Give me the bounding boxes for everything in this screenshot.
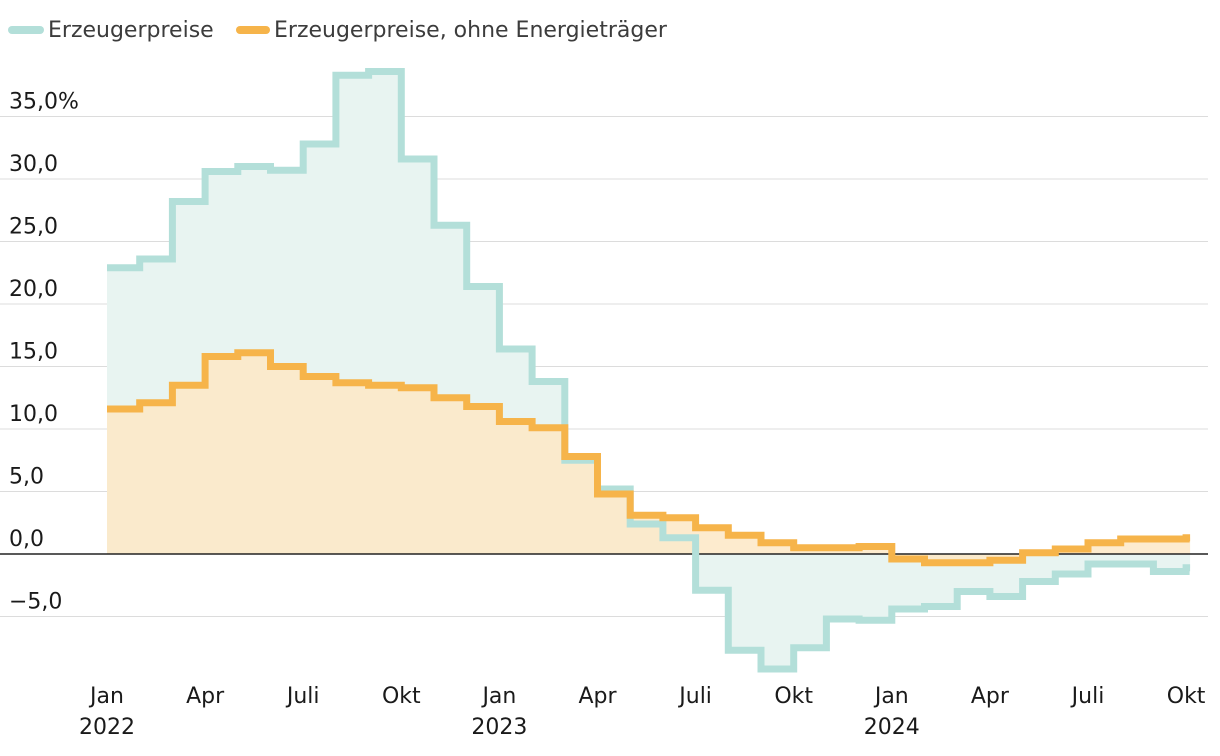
x-tick-label: Apr: [186, 684, 225, 709]
line-ohne-energietraeger: [107, 349, 1191, 567]
x-tick-label: Apr: [578, 684, 617, 709]
line-erzeugerpreise: [107, 68, 1191, 673]
y-tick-label: 20,0: [9, 277, 58, 302]
x-tick-label: Okt: [1167, 684, 1206, 709]
x-tick-label: Juli: [1070, 684, 1105, 709]
x-tick-label: Apr: [971, 684, 1010, 709]
x-tick-label: Jan: [480, 684, 516, 709]
y-tick-label: 30,0: [9, 152, 58, 177]
x-tick-label: Jan: [873, 684, 909, 709]
x-axis-labels: Jan 2022 Apr Juli Okt Jan 2023 Apr Juli Okt Jan 202…: [79, 684, 1206, 740]
series-areas: [107, 71, 1191, 669]
x-tick-year: 2024: [864, 715, 920, 740]
y-tick-label: 15,0: [9, 340, 58, 365]
x-tick-year: 2022: [79, 715, 135, 740]
y-tick-label: 5,0: [9, 465, 44, 490]
y-tick-label: −5,0: [9, 590, 62, 615]
y-tick-label: 0,0: [9, 527, 44, 552]
x-tick-label: Okt: [774, 684, 813, 709]
y-tick-label: 10,0: [9, 402, 58, 427]
x-tick-year: 2023: [471, 715, 527, 740]
area-ohne-energietraeger: [107, 352, 1191, 563]
series-lines: [107, 68, 1191, 673]
legend-label-ohne-energietraeger: Erzeugerpreise, ohne Energieträger: [274, 18, 668, 43]
x-tick-label: Okt: [382, 684, 421, 709]
legend: Erzeugerpreise Erzeugerpreise, ohne Ener…: [8, 18, 668, 43]
x-tick-label: Juli: [677, 684, 712, 709]
x-tick-label: Juli: [285, 684, 320, 709]
legend-item-ohne-energietraeger: Erzeugerpreise, ohne Energieträger: [236, 18, 668, 43]
legend-label-erzeugerpreise: Erzeugerpreise: [48, 18, 214, 43]
y-tick-label: 35,0%: [9, 90, 79, 115]
x-tick-label: Jan: [88, 684, 124, 709]
y-axis-labels: −5,0 0,0 5,0 10,0 15,0 20,0 25,0 30,0 35,0%: [9, 90, 79, 615]
legend-item-erzeugerpreise: Erzeugerpreise: [8, 18, 214, 43]
y-tick-label: 25,0: [9, 215, 58, 240]
